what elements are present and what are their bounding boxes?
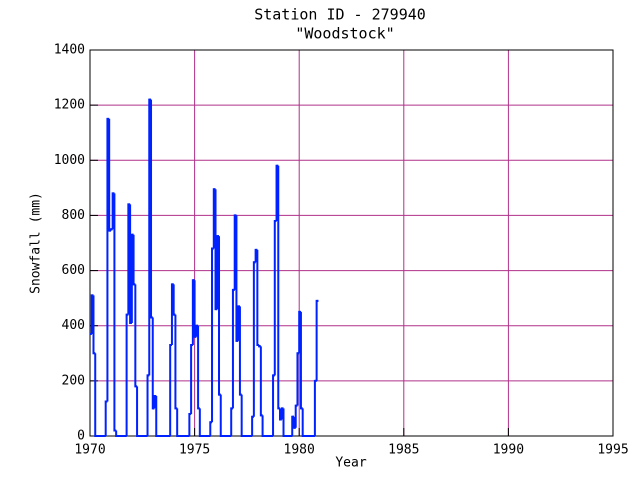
chart-title: Station ID - 279940 (254, 6, 426, 24)
y-tick-label: 800 (62, 208, 85, 223)
x-tick-label: 1995 (597, 443, 628, 458)
y-axis-label: Snowfall (mm) (29, 192, 44, 294)
y-tick-label: 400 (62, 318, 85, 333)
x-tick-label: 1980 (284, 443, 315, 458)
y-tick-label: 1200 (54, 98, 85, 113)
y-tick-label: 1400 (54, 43, 85, 58)
x-tick-label: 1970 (74, 443, 105, 458)
y-tick-label: 200 (62, 373, 85, 388)
x-tick-label: 1985 (388, 443, 419, 458)
y-tick-label: 0 (77, 429, 85, 444)
x-tick-label: 1975 (179, 443, 210, 458)
chart-subtitle: "Woodstock" (295, 25, 394, 43)
x-axis-label: Year (335, 456, 366, 471)
y-tick-label: 1000 (54, 153, 85, 168)
x-tick-label: 1990 (493, 443, 524, 458)
plot-frame (89, 49, 614, 437)
y-tick-label: 600 (62, 263, 85, 278)
step-connector (90, 98, 319, 437)
